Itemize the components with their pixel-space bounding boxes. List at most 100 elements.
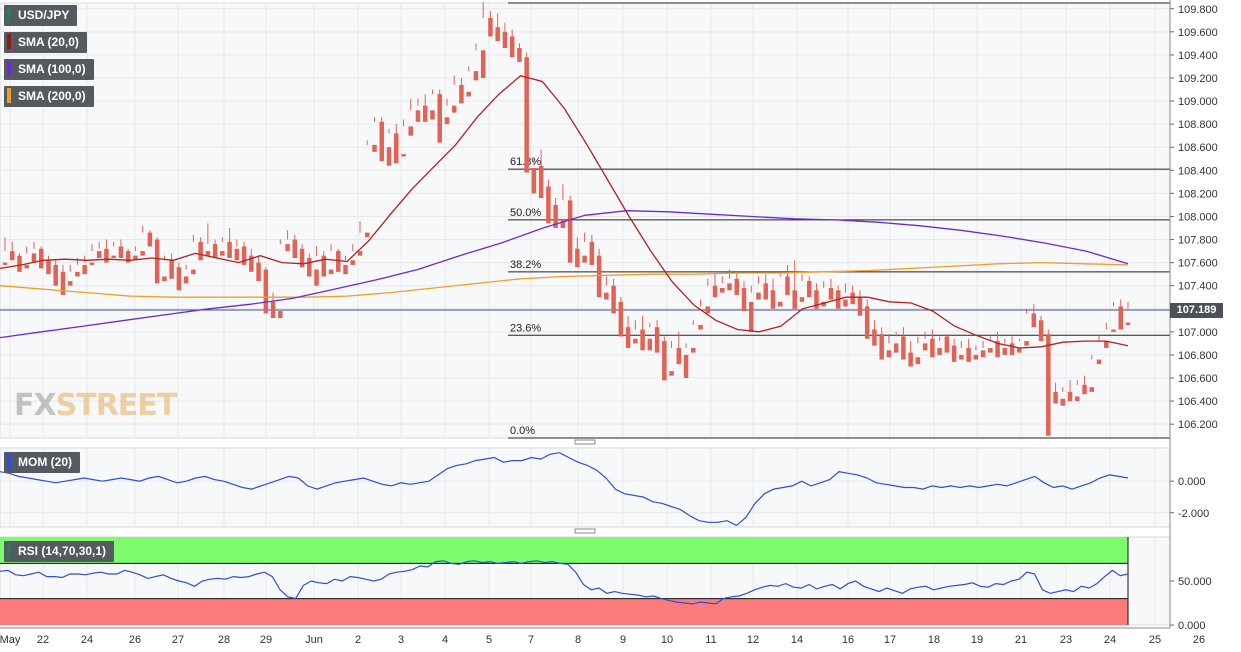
y-tick-label: 107.400: [1178, 281, 1218, 293]
candle-body: [995, 341, 1000, 358]
candle-body: [321, 255, 327, 277]
candle-body: [930, 338, 935, 358]
y-tick-label: 106.200: [1178, 419, 1218, 431]
candle-body: [553, 204, 558, 228]
y-tick-label: 106.800: [1178, 350, 1218, 362]
candle-body: [1024, 341, 1029, 346]
candle-body: [46, 260, 51, 275]
candle-body: [75, 271, 80, 277]
candle-body: [582, 255, 587, 263]
mom-line: [0, 452, 1129, 527]
x-tick-label: 7: [528, 634, 534, 646]
candle-body: [676, 348, 682, 365]
candle-body: [379, 121, 384, 162]
candle-body: [393, 133, 399, 164]
candle-body: [422, 105, 428, 122]
candle-body: [691, 348, 696, 353]
sma20-line: [0, 74, 1129, 349]
y-tick-label: 107.600: [1178, 258, 1218, 270]
candle-body: [647, 338, 653, 351]
y-tick-label: 106.400: [1178, 396, 1218, 408]
candle-body: [53, 264, 58, 286]
legend-symbol-label: USD/JPY: [18, 8, 70, 22]
candles-group: [2, 1, 1131, 436]
candle-body: [734, 278, 740, 295]
candle-body: [1125, 322, 1131, 325]
rsi-swatch: [7, 543, 11, 558]
legend-rsi[interactable]: RSI (14,70,30,1): [4, 541, 115, 562]
rsi-overbought-zone: [0, 537, 1128, 564]
rsi-oversold-zone: [0, 598, 1128, 625]
candle-body: [792, 290, 797, 309]
candle-body: [336, 251, 341, 272]
candle-body: [517, 48, 522, 62]
mom-swatch: [7, 454, 11, 469]
candle-body: [372, 144, 377, 152]
candle-body: [82, 264, 87, 275]
candle-body: [430, 110, 435, 120]
mom-y-tick-label: 0.000: [1178, 476, 1206, 488]
legend-rsi-label: RSI (14,70,30,1): [18, 544, 107, 558]
x-tick-label: 28: [218, 634, 230, 646]
y-tick-label: 108.200: [1178, 188, 1218, 200]
candle-body: [314, 269, 319, 286]
pane-splitter-handle: [574, 439, 596, 445]
candle-body: [546, 186, 551, 224]
candle-body: [451, 105, 457, 113]
candle-body: [17, 255, 22, 272]
legend-mom[interactable]: MOM (20): [4, 452, 80, 473]
candle-body: [147, 232, 153, 247]
candle-body: [350, 260, 356, 265]
y-tick-label: 109.600: [1178, 27, 1218, 39]
x-tick-label: 8: [575, 634, 581, 646]
candle-body: [408, 126, 413, 136]
candle-body: [278, 311, 283, 318]
candle-body: [575, 248, 580, 268]
candle-body: [959, 354, 964, 360]
candle-body: [343, 264, 348, 275]
legend-symbol[interactable]: USD/JPY: [4, 5, 78, 26]
candle-body: [249, 255, 254, 272]
candle-body: [698, 324, 703, 330]
candle-body: [154, 239, 160, 284]
candle-body: [263, 269, 269, 314]
legend-mom-label: MOM (20): [18, 455, 72, 469]
candle-body: [1060, 398, 1066, 406]
y-tick-label: 108.600: [1178, 142, 1218, 154]
x-tick-label: 17: [884, 634, 896, 646]
x-tick-label: 9: [620, 634, 626, 646]
legend-sma20[interactable]: SMA (20,0): [4, 32, 87, 53]
candle-body: [1002, 348, 1008, 355]
x-tick-label: 22: [37, 634, 49, 646]
candle-body: [1017, 348, 1022, 353]
candle-body: [785, 276, 790, 295]
legend-sma100-label: SMA (100,0): [18, 62, 86, 76]
y-tick-label: 108.000: [1178, 211, 1218, 223]
candle-body: [191, 269, 196, 275]
x-tick-label: 12: [747, 634, 759, 646]
candle-body: [901, 336, 906, 360]
candle-body: [937, 348, 942, 355]
candle-body: [567, 200, 573, 263]
sma200-swatch: [7, 88, 11, 103]
legend-sma200-label: SMA (200,0): [18, 89, 86, 103]
legend-sma100[interactable]: SMA (100,0): [4, 59, 94, 80]
fib-label: 23.6%: [510, 322, 541, 334]
candle-body: [980, 350, 986, 358]
candle-body: [415, 110, 421, 122]
candle-body: [133, 255, 138, 261]
candle-body: [662, 341, 667, 381]
mom-y-tick-label: -2.000: [1178, 508, 1209, 520]
fxstreet-watermark: FXSTREET: [14, 388, 177, 423]
candle-body: [720, 288, 725, 293]
candle-body: [509, 36, 515, 58]
legend-sma200[interactable]: SMA (200,0): [4, 86, 94, 107]
candle-body: [922, 343, 928, 351]
pane-splitter-handle: [574, 528, 596, 534]
candle-body: [466, 91, 471, 97]
x-tick-label: 18: [928, 634, 940, 646]
x-tick-label: May: [0, 634, 21, 646]
candle-body: [654, 327, 660, 353]
